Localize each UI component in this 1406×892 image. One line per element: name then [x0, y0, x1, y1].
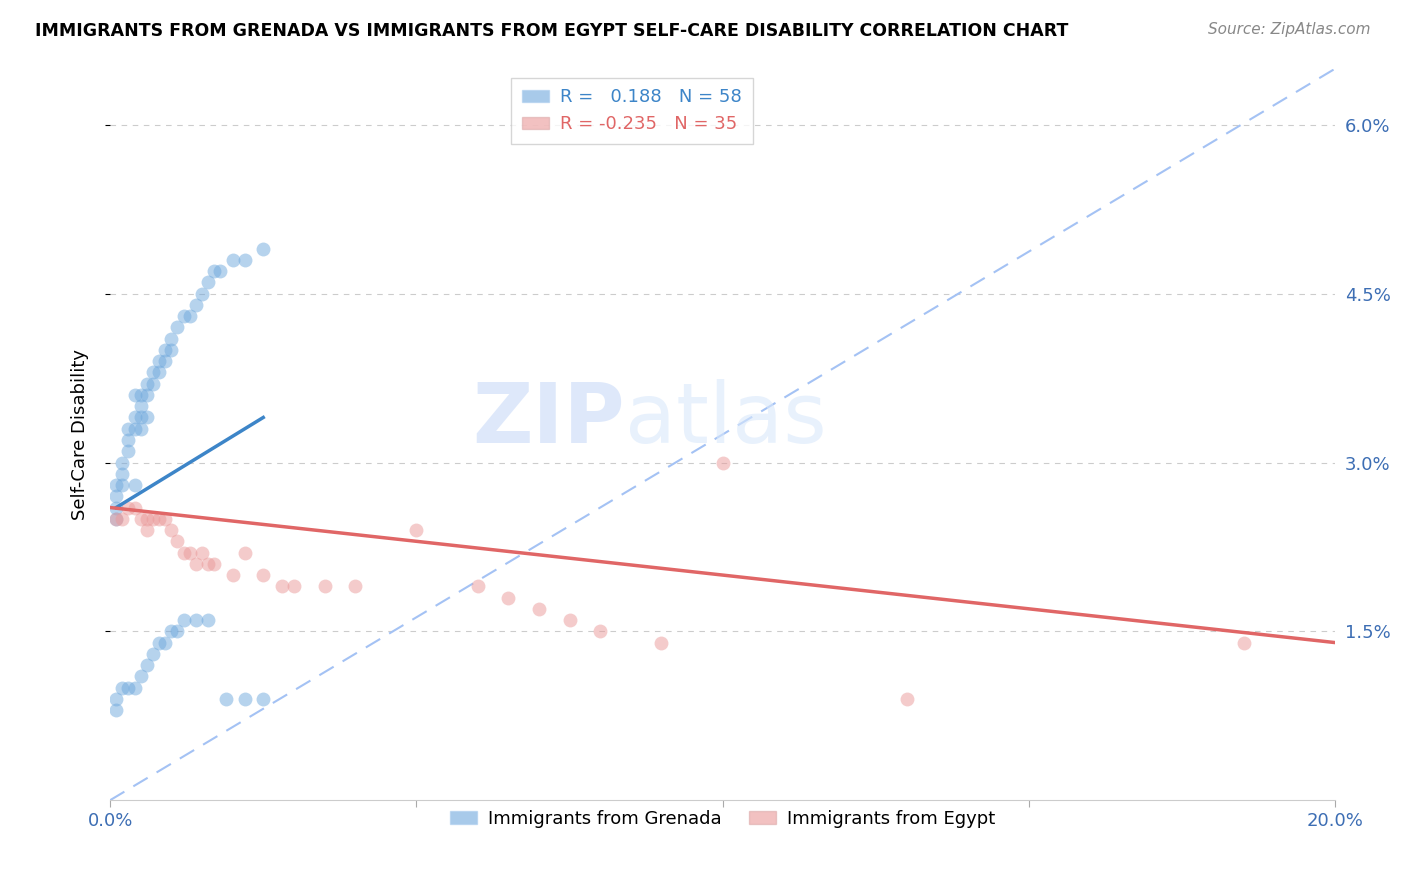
- Point: [197, 557, 219, 571]
- Point: [221, 252, 243, 267]
- Point: [135, 523, 157, 537]
- Point: [129, 388, 152, 402]
- Point: [155, 512, 177, 526]
- Point: [252, 242, 274, 256]
- Point: [117, 444, 139, 458]
- Point: [233, 545, 256, 559]
- Point: [191, 545, 214, 559]
- Point: [124, 500, 146, 515]
- Point: [160, 523, 183, 537]
- Point: [270, 579, 292, 593]
- Point: [129, 422, 152, 436]
- Point: [173, 309, 195, 323]
- Point: [202, 264, 225, 278]
- Point: [111, 512, 134, 526]
- Point: [142, 512, 165, 526]
- Point: [197, 276, 219, 290]
- Point: [166, 534, 188, 549]
- Point: [155, 343, 177, 357]
- Point: [105, 500, 128, 515]
- Point: [148, 512, 170, 526]
- Point: [105, 512, 128, 526]
- Point: [105, 489, 128, 503]
- Point: [105, 512, 128, 526]
- Point: [252, 692, 274, 706]
- Text: ZIP: ZIP: [472, 379, 624, 460]
- Y-axis label: Self-Care Disability: Self-Care Disability: [72, 349, 89, 520]
- Point: [589, 624, 612, 639]
- Point: [184, 613, 207, 627]
- Point: [160, 624, 183, 639]
- Point: [111, 467, 134, 481]
- Text: atlas: atlas: [624, 379, 827, 460]
- Point: [184, 557, 207, 571]
- Point: [405, 523, 427, 537]
- Point: [221, 568, 243, 582]
- Point: [142, 647, 165, 661]
- Point: [117, 422, 139, 436]
- Point: [129, 512, 152, 526]
- Point: [179, 545, 201, 559]
- Point: [191, 286, 214, 301]
- Point: [155, 635, 177, 649]
- Point: [117, 681, 139, 695]
- Point: [111, 681, 134, 695]
- Point: [148, 635, 170, 649]
- Point: [252, 568, 274, 582]
- Point: [166, 624, 188, 639]
- Point: [135, 376, 157, 391]
- Point: [135, 410, 157, 425]
- Point: [197, 613, 219, 627]
- Point: [166, 320, 188, 334]
- Point: [711, 456, 734, 470]
- Point: [896, 692, 918, 706]
- Point: [129, 410, 152, 425]
- Point: [148, 354, 170, 368]
- Point: [124, 422, 146, 436]
- Point: [173, 613, 195, 627]
- Point: [124, 388, 146, 402]
- Point: [124, 410, 146, 425]
- Point: [124, 681, 146, 695]
- Point: [117, 433, 139, 447]
- Point: [111, 456, 134, 470]
- Point: [650, 635, 672, 649]
- Legend: Immigrants from Grenada, Immigrants from Egypt: Immigrants from Grenada, Immigrants from…: [443, 803, 1002, 835]
- Point: [209, 264, 232, 278]
- Point: [498, 591, 520, 605]
- Point: [467, 579, 489, 593]
- Point: [160, 343, 183, 357]
- Point: [135, 512, 157, 526]
- Point: [215, 692, 238, 706]
- Point: [142, 366, 165, 380]
- Point: [314, 579, 336, 593]
- Point: [155, 354, 177, 368]
- Point: [283, 579, 305, 593]
- Point: [173, 545, 195, 559]
- Point: [233, 252, 256, 267]
- Point: [105, 703, 128, 717]
- Point: [184, 298, 207, 312]
- Point: [160, 332, 183, 346]
- Point: [111, 478, 134, 492]
- Point: [148, 366, 170, 380]
- Point: [527, 602, 550, 616]
- Point: [135, 658, 157, 673]
- Point: [117, 500, 139, 515]
- Text: Source: ZipAtlas.com: Source: ZipAtlas.com: [1208, 22, 1371, 37]
- Point: [179, 309, 201, 323]
- Point: [142, 376, 165, 391]
- Point: [344, 579, 367, 593]
- Point: [202, 557, 225, 571]
- Point: [129, 669, 152, 683]
- Point: [129, 399, 152, 413]
- Point: [558, 613, 581, 627]
- Text: IMMIGRANTS FROM GRENADA VS IMMIGRANTS FROM EGYPT SELF-CARE DISABILITY CORRELATIO: IMMIGRANTS FROM GRENADA VS IMMIGRANTS FR…: [35, 22, 1069, 40]
- Point: [233, 692, 256, 706]
- Point: [135, 388, 157, 402]
- Point: [105, 692, 128, 706]
- Point: [124, 478, 146, 492]
- Point: [105, 478, 128, 492]
- Point: [1232, 635, 1254, 649]
